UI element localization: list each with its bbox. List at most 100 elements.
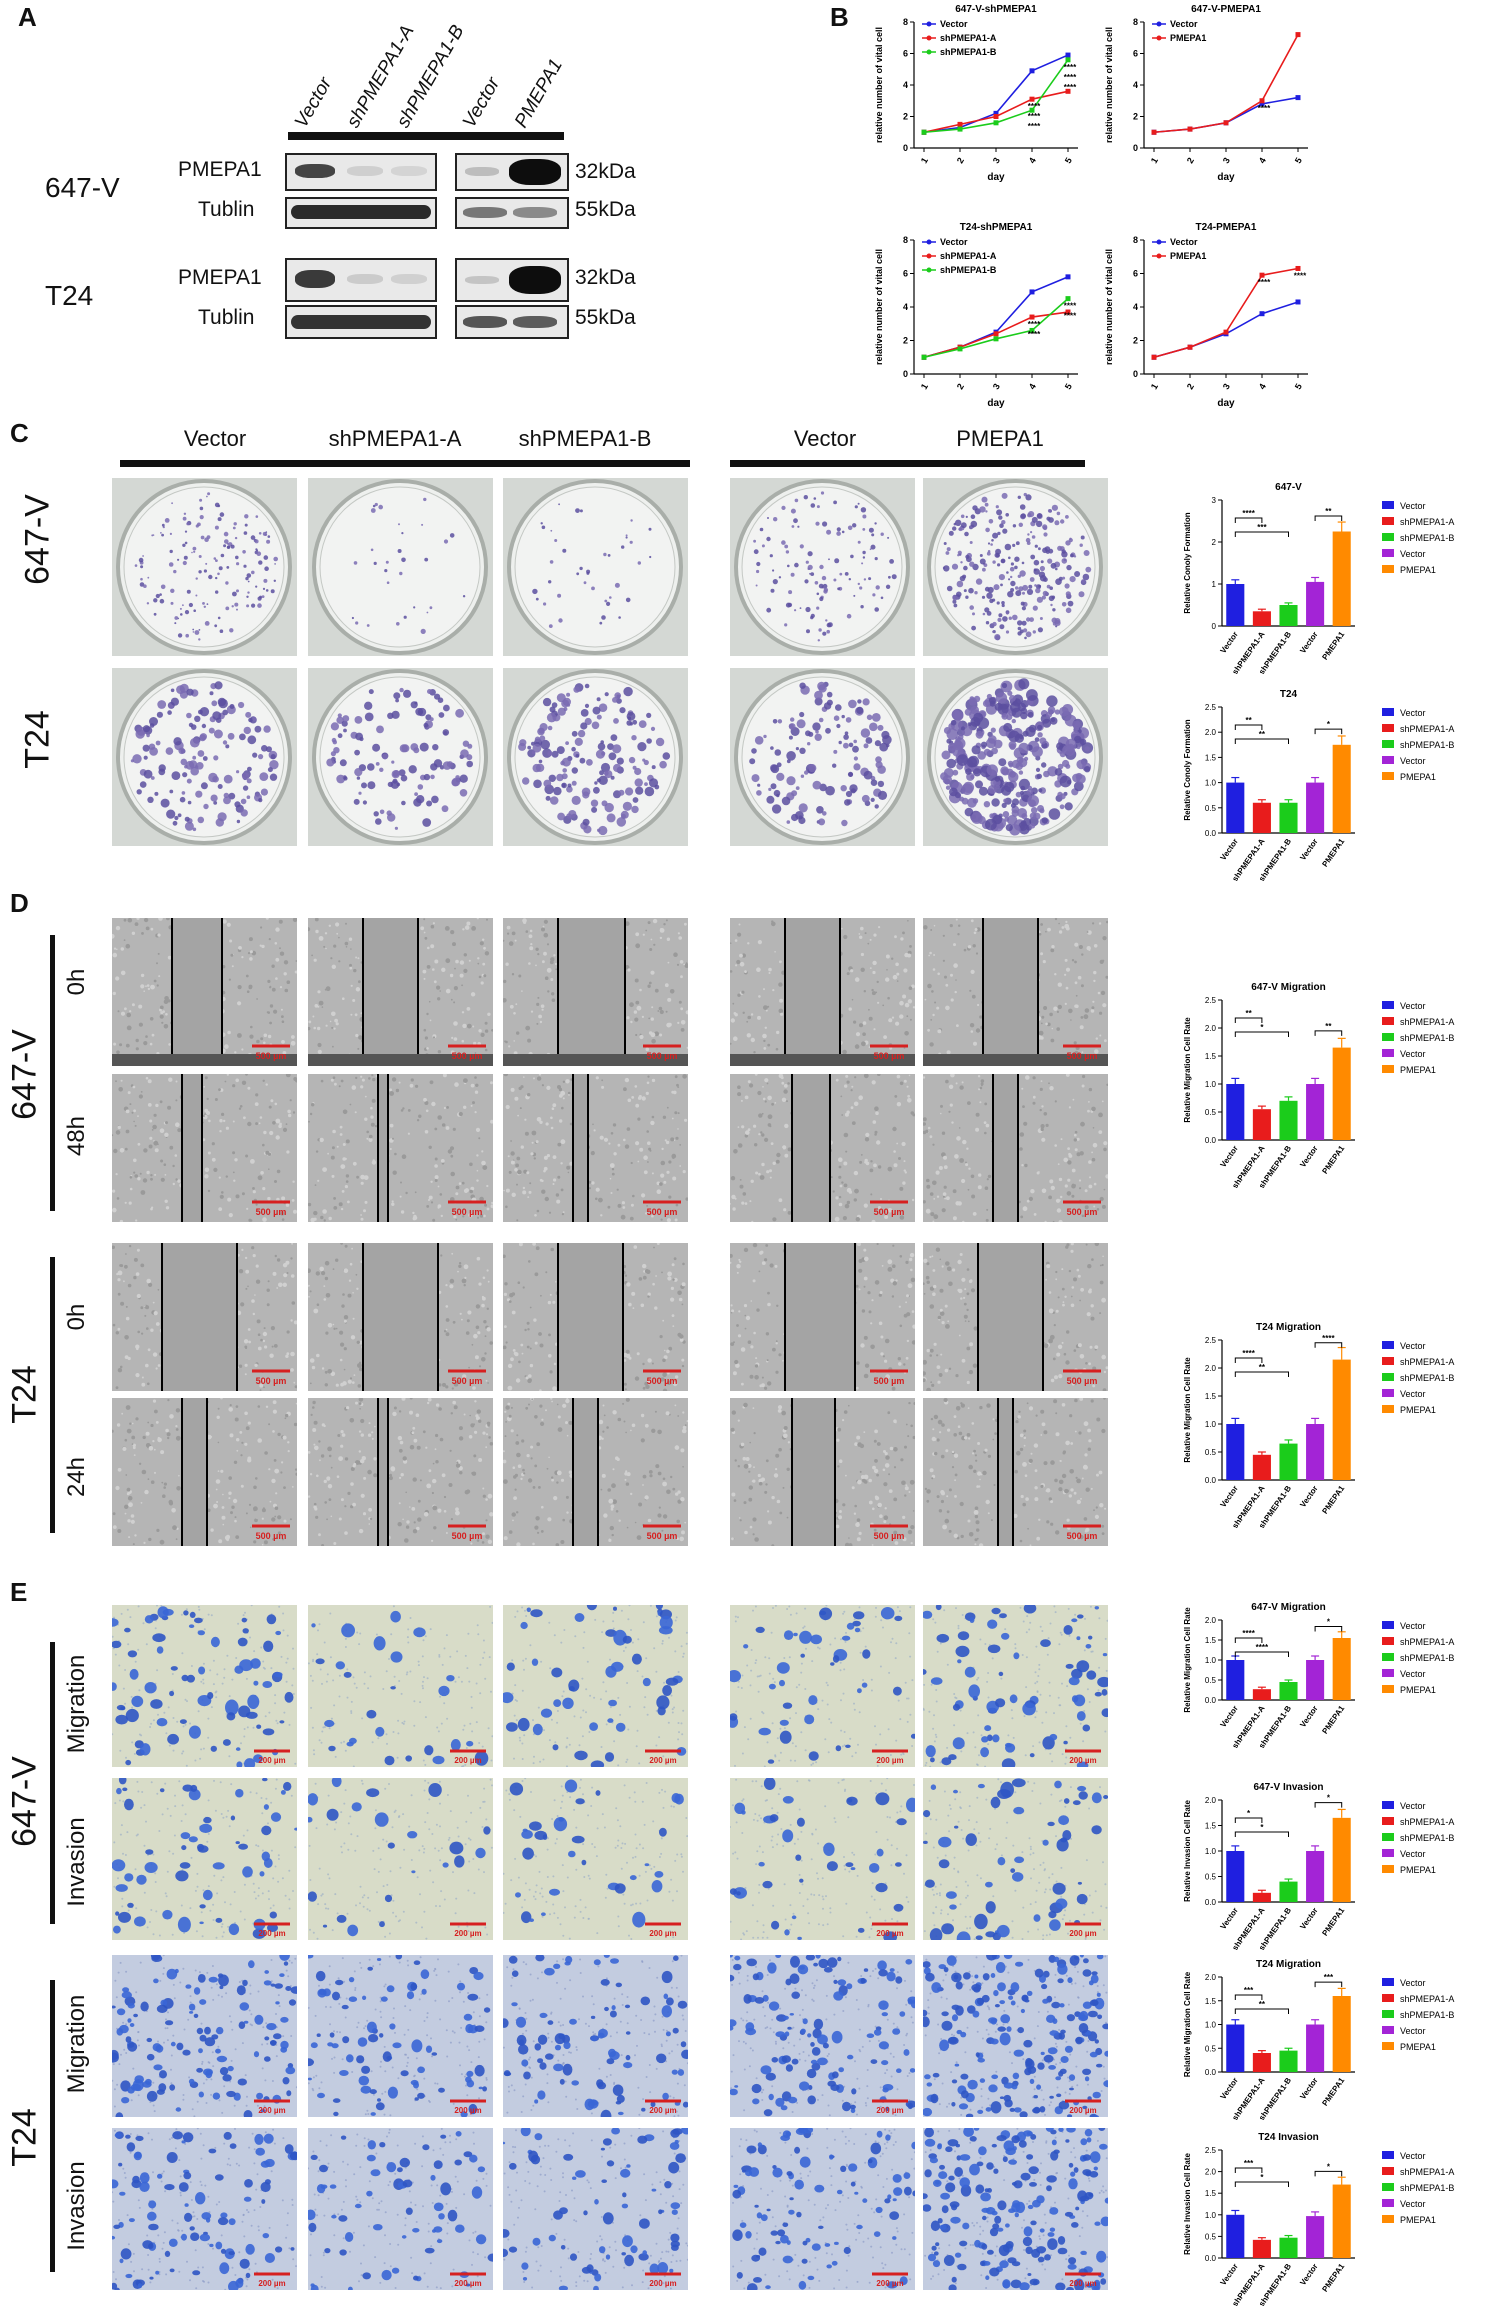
chart-title: T24-shPMEPA1: [960, 222, 1033, 233]
cell-texture: [238, 1364, 243, 1368]
cell-texture: [870, 1193, 873, 1196]
colony: [862, 550, 866, 555]
colony: [990, 727, 996, 733]
colony: [628, 756, 636, 764]
colony: [952, 526, 957, 531]
colony: [234, 602, 239, 607]
colony: [862, 528, 866, 531]
colony: [337, 713, 342, 718]
cell-texture: [410, 1078, 414, 1082]
cell-texture: [646, 1205, 648, 1207]
colony: [1033, 568, 1040, 575]
cell-texture: [140, 1263, 145, 1268]
cell-texture: [887, 1166, 893, 1172]
cell-texture: [409, 1083, 414, 1088]
colony: [980, 741, 988, 748]
cell-texture: [136, 1293, 141, 1299]
cell-texture: [549, 1370, 553, 1374]
cell-texture: [975, 952, 979, 955]
colony: [807, 564, 813, 570]
data-point: [993, 331, 999, 337]
cell-texture: [227, 1030, 231, 1035]
cell-texture: [978, 1173, 982, 1177]
colony: [1061, 549, 1066, 554]
cell-texture: [869, 938, 872, 941]
cell-texture: [273, 1009, 278, 1014]
colony: [161, 523, 165, 527]
cell-texture: [450, 1154, 454, 1158]
cell-texture: [115, 976, 120, 981]
legend-swatch: [1382, 772, 1394, 780]
cell-texture: [653, 1246, 655, 1249]
colony: [198, 638, 201, 641]
cell-texture: [778, 1198, 783, 1203]
colony: [254, 725, 262, 733]
cell-texture: [340, 1243, 343, 1245]
colony: [240, 798, 247, 805]
colony: [971, 625, 976, 631]
cell-texture: [252, 1187, 255, 1190]
cell-texture: [525, 1376, 529, 1380]
cell-texture: [980, 1082, 984, 1086]
cell-texture: [671, 1154, 676, 1159]
cell-texture: [1102, 936, 1107, 941]
cell-texture: [120, 970, 126, 976]
cell-texture: [541, 1179, 544, 1183]
colony: [996, 601, 1000, 605]
cell-texture: [503, 1345, 507, 1350]
cell-texture: [112, 1245, 115, 1250]
cell-texture: [355, 1033, 359, 1038]
colony: [393, 692, 401, 700]
colony: [781, 540, 786, 545]
cell-texture: [211, 1157, 216, 1162]
colony: [622, 801, 632, 811]
colony: [246, 778, 252, 784]
y-tick-label: 2.5: [1205, 703, 1217, 712]
cell-texture: [899, 1215, 905, 1220]
cell-texture: [1060, 1195, 1063, 1199]
colony: [761, 544, 765, 548]
colony: [535, 597, 539, 601]
cell-texture: [359, 1367, 363, 1372]
colony: [138, 557, 144, 563]
cell-texture: [908, 986, 913, 990]
cell-texture: [468, 1213, 473, 1218]
cell-texture: [117, 1292, 121, 1296]
colony: [1004, 543, 1012, 551]
colony: [579, 757, 586, 764]
colony: [1015, 541, 1020, 546]
colony: [333, 747, 340, 754]
colony: [784, 544, 789, 549]
cell-texture: [636, 1352, 640, 1356]
colony: [988, 519, 994, 524]
cell-texture: [250, 1219, 253, 1222]
colony: [180, 758, 188, 766]
cell-texture: [627, 1098, 632, 1103]
cell-texture: [674, 1075, 678, 1079]
cell-texture: [903, 1169, 906, 1172]
colony: [217, 784, 223, 789]
cell-texture: [443, 1106, 446, 1110]
cell-texture: [250, 1159, 255, 1164]
cell-texture: [901, 1141, 906, 1147]
cell-texture: [263, 1327, 266, 1330]
colony: [1034, 737, 1040, 742]
y-tick-label: 2: [1133, 336, 1138, 346]
colony: [257, 603, 262, 608]
cell-texture: [486, 1184, 489, 1188]
cell-texture: [429, 1019, 432, 1022]
cell-texture: [260, 926, 263, 929]
colony: [433, 759, 443, 768]
cell-texture: [400, 1210, 405, 1214]
colony: [269, 760, 279, 770]
cell-texture: [855, 1032, 861, 1037]
cell-texture: [267, 1280, 270, 1283]
colony: [212, 775, 219, 783]
cell-texture: [437, 1050, 442, 1054]
colony: [1030, 531, 1033, 534]
cell-texture: [156, 962, 158, 965]
cell-texture: [661, 1271, 663, 1274]
cell-texture: [674, 1218, 678, 1222]
cell-texture: [631, 1291, 636, 1296]
cell-texture: [1080, 1016, 1084, 1019]
